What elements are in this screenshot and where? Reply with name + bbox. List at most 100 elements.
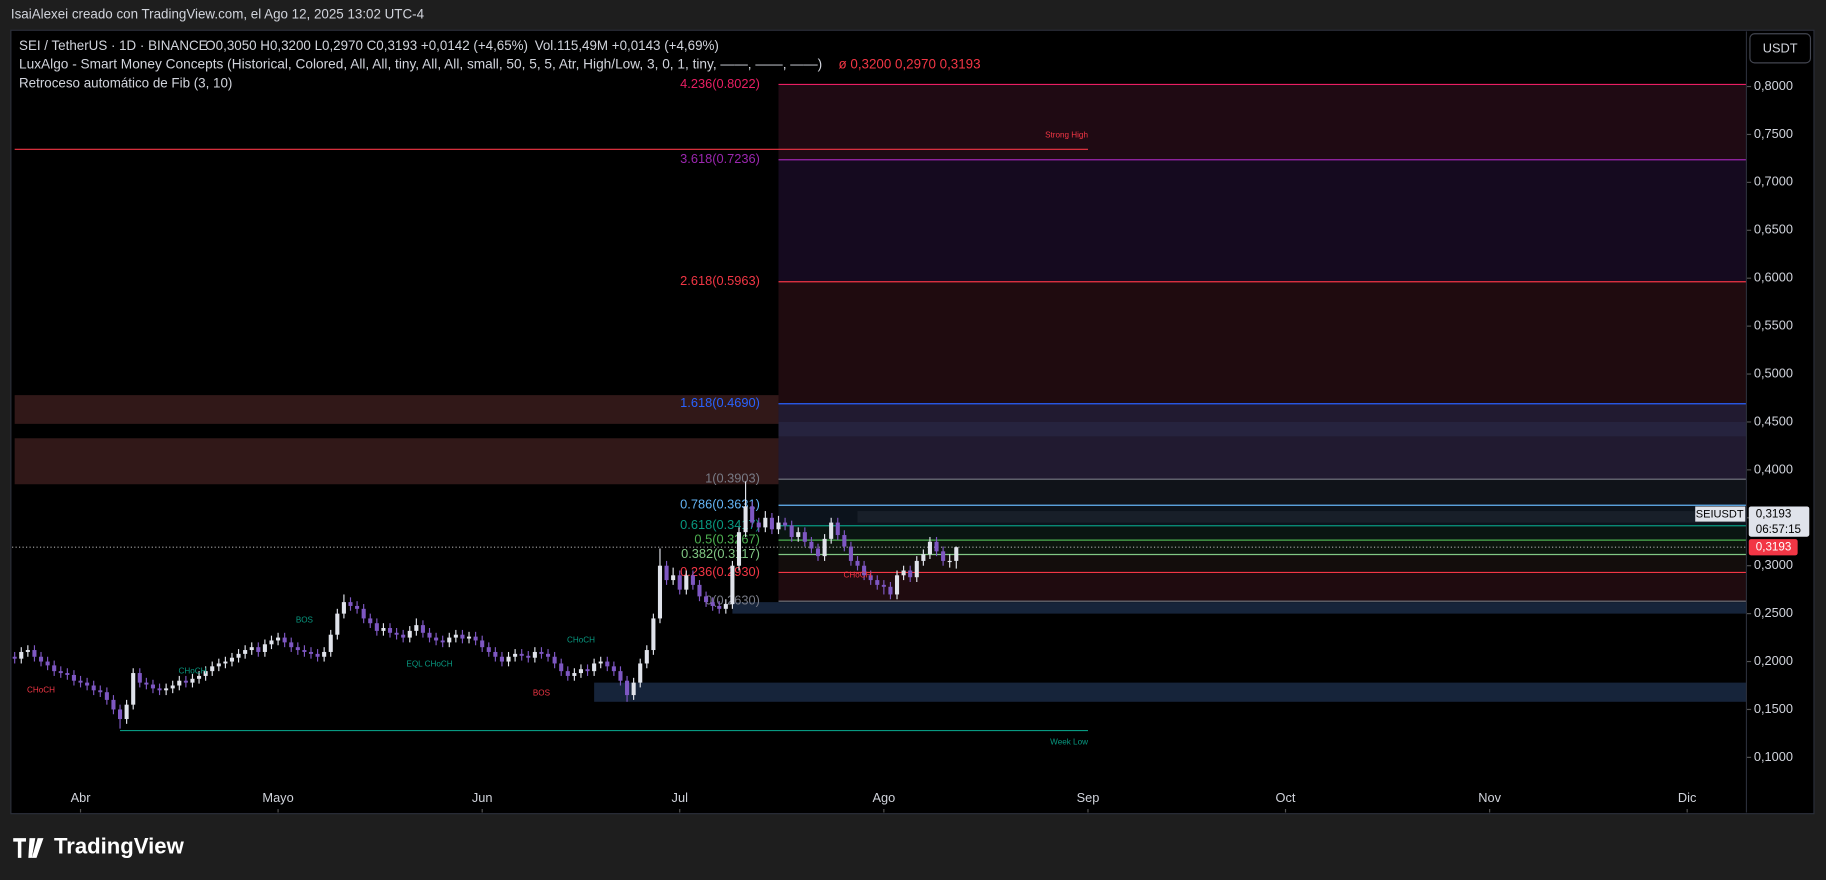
symbol-tag-box bbox=[1695, 506, 1746, 522]
fib-fill bbox=[778, 84, 1747, 160]
candle-body bbox=[295, 647, 300, 651]
price-tag: 0,3193 bbox=[1756, 508, 1792, 521]
candle-body bbox=[842, 535, 847, 547]
fib-fill bbox=[778, 554, 1747, 573]
candle-body bbox=[282, 637, 287, 643]
candle-body bbox=[124, 704, 129, 720]
candle-body bbox=[881, 584, 886, 587]
candle-body bbox=[144, 682, 149, 685]
x-tick-label: Abr bbox=[71, 790, 92, 805]
y-tick-label: 0,6000 bbox=[1754, 270, 1793, 285]
candle-body bbox=[229, 657, 235, 662]
candle-body bbox=[690, 575, 695, 585]
candle-body bbox=[12, 656, 17, 659]
candle-body bbox=[697, 584, 702, 597]
x-tick-label: Oct bbox=[1276, 790, 1296, 805]
strong-high-label: Strong High bbox=[1045, 130, 1088, 139]
weak-low-label: Week Low bbox=[1050, 737, 1088, 746]
candle-body bbox=[592, 663, 597, 672]
x-tick-label: Nov bbox=[1478, 790, 1501, 805]
candle-body bbox=[38, 656, 44, 662]
candle-body bbox=[789, 525, 794, 537]
candle-body bbox=[519, 653, 524, 656]
candle-body bbox=[875, 580, 880, 585]
fib-fill bbox=[778, 505, 1747, 526]
candle-body bbox=[894, 575, 900, 595]
last-price-label: 0,3193 bbox=[1756, 540, 1792, 553]
candle-body bbox=[434, 637, 439, 641]
candle-body bbox=[934, 541, 939, 552]
candle-body bbox=[236, 653, 241, 658]
candle-body bbox=[664, 565, 669, 581]
candle-body bbox=[78, 680, 83, 683]
order-block bbox=[14, 395, 779, 424]
candle-body bbox=[315, 653, 320, 657]
candle-body bbox=[506, 656, 511, 662]
candle-body bbox=[802, 532, 807, 542]
candle-body bbox=[414, 625, 419, 631]
last-price-box bbox=[1748, 539, 1798, 556]
candle-body bbox=[131, 673, 136, 705]
candle-body bbox=[322, 651, 327, 657]
currency-button[interactable] bbox=[1749, 33, 1812, 64]
candle-body bbox=[387, 628, 393, 633]
candle-body bbox=[117, 709, 123, 720]
candle-body bbox=[901, 570, 906, 576]
y-tick-label: 0,8000 bbox=[1754, 78, 1793, 93]
structure-label: CHoCH bbox=[567, 636, 595, 645]
fib-label: 0.382(0.3117) bbox=[681, 546, 760, 561]
candle-body bbox=[256, 647, 261, 652]
candle-body bbox=[440, 640, 445, 643]
y-tick-label: 0,5500 bbox=[1754, 317, 1793, 332]
legend-volume: Vol.115,49M +0,0143 (+4,69%) bbox=[535, 38, 719, 53]
y-tick-label: 0,4000 bbox=[1754, 461, 1793, 476]
candle-body bbox=[302, 650, 307, 652]
fib-label: 1.618(0.4690) bbox=[680, 395, 760, 410]
candle-body bbox=[499, 656, 504, 662]
candle-body bbox=[355, 605, 360, 609]
fib-label: 0.236(0.2930) bbox=[680, 564, 760, 579]
y-tick-label: 0,7500 bbox=[1754, 126, 1793, 141]
candle-body bbox=[809, 541, 814, 549]
fib-label: 4.236(0.8022) bbox=[680, 76, 760, 91]
brand: TradingView bbox=[54, 833, 185, 858]
candle-body bbox=[58, 671, 63, 674]
fib-label: 0.786(0.3631) bbox=[680, 497, 760, 512]
candle-body bbox=[453, 634, 458, 638]
x-tick-label: Mayo bbox=[262, 790, 293, 805]
candle-body bbox=[835, 522, 840, 536]
candle-body bbox=[638, 663, 643, 683]
candle-body bbox=[249, 647, 254, 651]
candle-body bbox=[677, 575, 682, 590]
candle-body bbox=[328, 634, 333, 652]
candle-body bbox=[216, 663, 221, 667]
candle-body bbox=[585, 669, 590, 672]
candle-body bbox=[427, 632, 432, 638]
fib-fill bbox=[778, 403, 1747, 480]
candle-body bbox=[157, 688, 162, 691]
candle-body bbox=[684, 575, 689, 590]
candle-body bbox=[947, 560, 952, 563]
legend-indicator: LuxAlgo - Smart Money Concepts (Historic… bbox=[19, 57, 822, 72]
candle-body bbox=[65, 673, 70, 675]
candle-body bbox=[710, 602, 715, 606]
x-tick-label: Sep bbox=[1077, 790, 1100, 805]
candle-body bbox=[776, 522, 781, 530]
candle-body bbox=[203, 671, 208, 676]
candle-body bbox=[717, 605, 722, 609]
legend-ohlc: O0,3050 H0,3200 L0,2970 C0,3193 +0,0142 … bbox=[205, 38, 528, 53]
candle-body bbox=[447, 637, 452, 643]
candle-body bbox=[71, 674, 76, 681]
candle-body bbox=[704, 596, 709, 603]
candle-body bbox=[671, 575, 676, 581]
structure-label: BOS bbox=[296, 615, 314, 624]
candle-body bbox=[361, 608, 366, 619]
candle-body bbox=[750, 506, 755, 523]
brand-logo bbox=[13, 838, 44, 858]
candle-body bbox=[243, 650, 248, 654]
candle-body bbox=[269, 640, 274, 645]
candle-body bbox=[348, 602, 353, 606]
candle-body bbox=[855, 560, 860, 566]
